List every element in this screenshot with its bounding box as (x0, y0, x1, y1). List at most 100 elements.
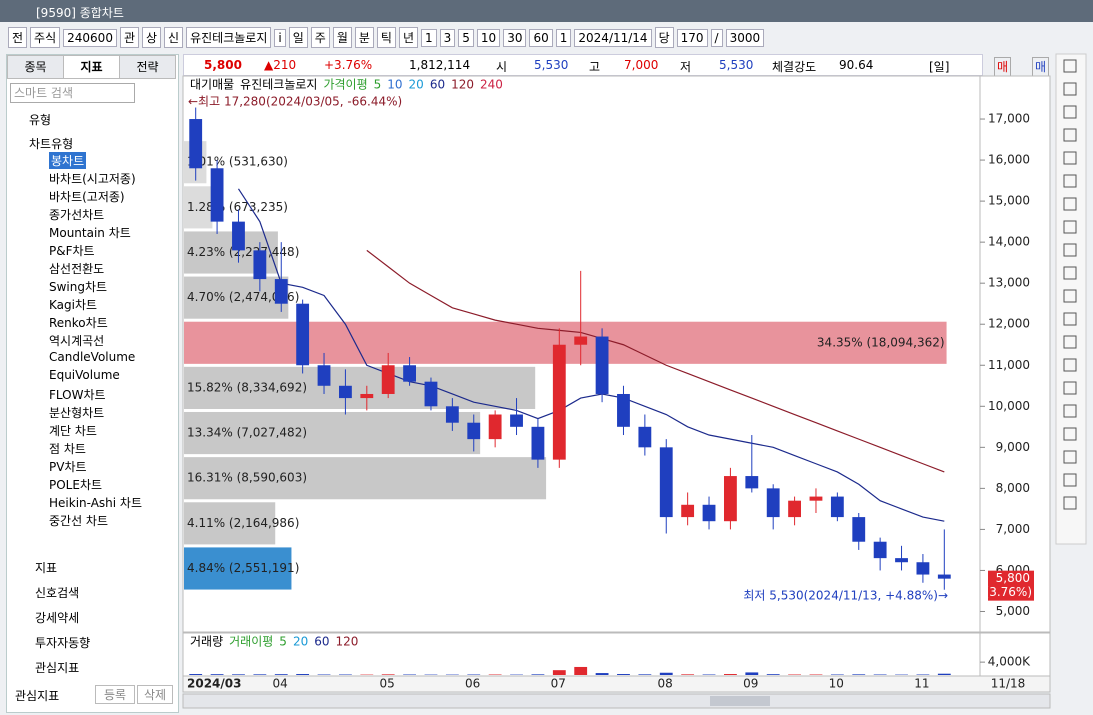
chart-type-option[interactable]: 분산형차트 (49, 406, 105, 420)
chart-type-option[interactable]: Heikin-Ashi 차트 (49, 496, 142, 510)
volume-bar (232, 674, 245, 675)
chart-type-option[interactable]: Kagi차트 (49, 298, 98, 312)
panel-group[interactable]: 신호검색 (35, 586, 80, 600)
candle-body (745, 476, 759, 489)
toolbar-field[interactable]: 1 (555, 28, 572, 47)
add-button[interactable]: 등록 (95, 685, 136, 704)
toolbar-button[interactable]: 년 (398, 27, 418, 48)
candle-body (659, 447, 673, 518)
panel-group[interactable]: 투자자동향 (35, 636, 91, 650)
panel-group[interactable]: 강세약세 (35, 611, 80, 625)
chart-type-option[interactable]: EquiVolume (49, 368, 120, 382)
toolbar-button[interactable]: 3 (439, 28, 456, 47)
candle-body (360, 393, 374, 399)
volume-bar (638, 674, 652, 675)
profile-bar (184, 366, 536, 409)
profile-label: 15.82% (8,334,692) (187, 380, 307, 394)
toolbar-button[interactable]: 신 (164, 27, 184, 48)
toolbar-field[interactable]: 3000 (725, 28, 765, 47)
toolbar-button[interactable]: 주식 (30, 27, 61, 48)
tool-strip (1055, 53, 1087, 545)
toolbar-button[interactable]: 관 (119, 27, 139, 48)
ma-line (366, 249, 945, 473)
chart-type-option[interactable]: Mountain 차트 (49, 226, 131, 240)
profile-bar (184, 186, 213, 229)
chart-type-option[interactable]: Renko차트 (49, 316, 108, 330)
toolbar-button[interactable]: 일 (288, 27, 308, 48)
tool-icon (1063, 312, 1077, 326)
low-label: 저 (680, 60, 692, 74)
candle-body (381, 365, 395, 394)
volume-bar (210, 674, 224, 675)
toolbar-button[interactable]: 5 (458, 28, 474, 47)
toolbar-button[interactable]: 분 (354, 27, 374, 48)
chart-type-option[interactable]: 바차트(고저종) (49, 190, 125, 204)
toolbar-button[interactable]: i (274, 28, 286, 47)
toolbar-button[interactable]: 240600 (63, 28, 117, 47)
y-tick-label: 4,000K (988, 655, 1031, 669)
buy-button[interactable]: 매수 (994, 57, 1012, 93)
low-annotation: 최저 5,530(2024/11/13, +4.88%)→ (743, 589, 948, 603)
candle-body (552, 344, 566, 460)
profile-bar (184, 231, 278, 274)
panel-group[interactable]: 지표 (35, 561, 58, 575)
y-tick-label: 6,000 (996, 563, 1030, 577)
toolbar-button[interactable]: 60 (529, 28, 553, 47)
toolbar-button[interactable]: 월 (332, 27, 352, 48)
group-header[interactable]: 유형 (29, 113, 52, 127)
y-tick-label: 15,000 (988, 194, 1030, 208)
profile-label: 4.11% (2,164,986) (187, 516, 299, 530)
search-box[interactable]: 스마트 검색 (10, 83, 135, 103)
toolbar-button[interactable]: 상 (142, 27, 162, 48)
toolbar-button[interactable]: 틱 (376, 27, 396, 48)
volume-bar (852, 674, 866, 675)
sell-button[interactable]: 매도 (1032, 57, 1050, 93)
legend-entry: 60 (430, 78, 445, 92)
toolbar-button[interactable]: 유진테크놀로지 (186, 27, 272, 48)
chart-type-option[interactable]: 봉차트 (49, 152, 87, 169)
candle-body (937, 574, 951, 579)
chart-type-option[interactable]: 종가선차트 (49, 208, 105, 222)
chart-type-option[interactable]: 계단 차트 (49, 424, 97, 438)
chart-type-option[interactable]: PV차트 (49, 460, 87, 474)
tool-icon (1063, 450, 1077, 464)
toolbar-button[interactable]: 30 (503, 28, 527, 47)
volume: 1,812,114 (409, 58, 471, 72)
tab[interactable]: 전략 (119, 55, 176, 79)
toolbar-field[interactable]: 2024/11/14 (574, 28, 652, 47)
chart-type-option[interactable]: POLE차트 (49, 478, 103, 492)
scrollbar (182, 693, 1051, 709)
chart-type-option[interactable]: 바차트(시고저종) (49, 172, 136, 186)
last-price-change: (3.76%) (985, 585, 1032, 599)
toolbar-field[interactable]: / (710, 28, 723, 47)
panel-group[interactable]: 관심지표 (35, 661, 80, 675)
chart-type-option[interactable]: 역시계곡선 (49, 334, 105, 348)
candle-body (895, 558, 908, 563)
window-title: [9590] 종합차트 (36, 6, 124, 20)
toolbar-button[interactable]: 10 (476, 28, 501, 47)
candle-body (809, 496, 823, 501)
chart-type-option[interactable]: 중간선 차트 (49, 514, 109, 528)
x-tick-label: 04 (273, 677, 288, 691)
toolbar-button[interactable]: 전 (8, 27, 28, 48)
toolbar-button[interactable]: 주 (310, 27, 330, 48)
x-axis (182, 675, 1051, 693)
chart-type-option[interactable]: 삼선전환도 (49, 262, 105, 276)
chart-type-option[interactable]: FLOW차트 (49, 388, 106, 402)
tool-icon (1063, 105, 1077, 119)
profile-label: 16.31% (8,590,603) (187, 471, 307, 485)
chart-type-option[interactable]: Swing차트 (49, 280, 108, 294)
volume-title: 거래량 (190, 635, 223, 649)
chart-type-option[interactable]: 점 차트 (49, 442, 86, 456)
x-tick-label: 07 (551, 677, 566, 691)
chart-type-option[interactable]: CandleVolume (49, 350, 136, 364)
tab[interactable]: 종목 (7, 55, 64, 79)
toolbar-field[interactable]: 당 (654, 27, 674, 48)
subgroup[interactable]: 차트유형 (29, 137, 74, 151)
candle-body (702, 504, 716, 522)
toolbar-button[interactable]: 1 (421, 28, 437, 47)
chart-type-option[interactable]: P&F차트 (49, 244, 95, 258)
tab[interactable]: 지표 (63, 55, 120, 79)
remove-button[interactable]: 삭제 (137, 685, 174, 704)
toolbar-field[interactable]: 170 (676, 28, 708, 47)
